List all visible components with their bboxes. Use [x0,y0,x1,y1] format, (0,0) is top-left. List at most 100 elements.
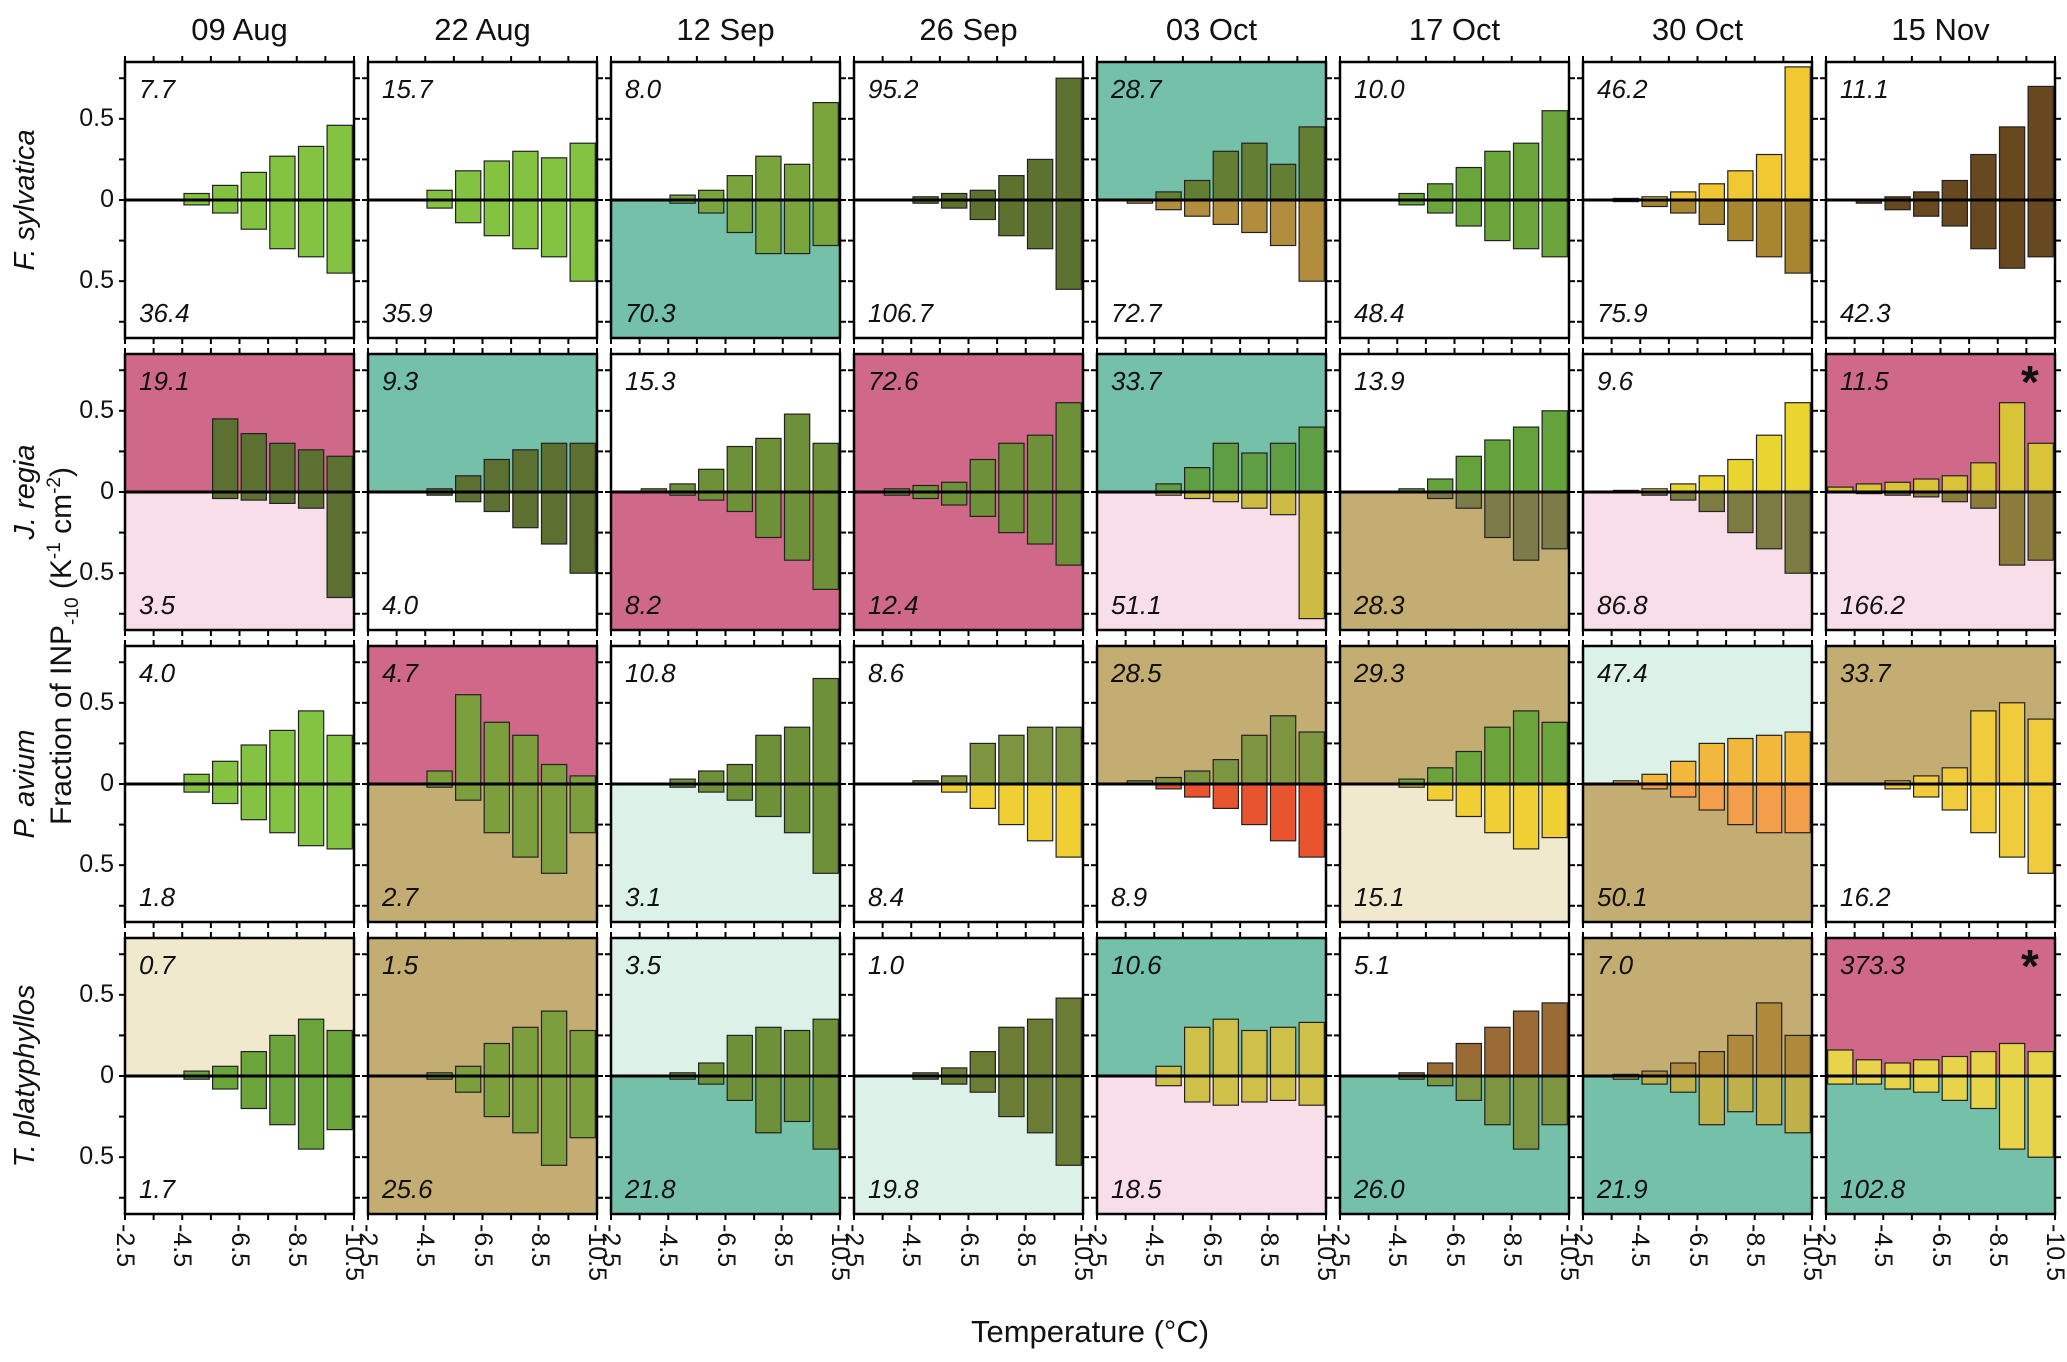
bottom-count-label: 28.3 [1353,590,1405,620]
x-tick-label: -2.5 [1812,1224,1840,1268]
bottom-count-label: 35.9 [382,298,433,328]
histogram-bars [1398,1002,1568,1150]
bottom-count-label: 21.8 [624,1174,676,1204]
panel-border [366,60,599,340]
x-tick-label: -6.5 [1440,1224,1469,1268]
panel-plot: 72.6 12.4 [848,348,1089,636]
histogram-bars [1612,1002,1811,1134]
bottom-count-label: 25.6 [381,1174,433,1204]
y-axis-label-superscript-1: -1 [44,542,65,560]
y-axis-label-superscript-2: -2 [44,476,65,494]
histogram-bars [1126,126,1325,282]
y-tick-label: 0.5 [79,395,114,424]
panel-border [609,936,842,1216]
top-count-label: 11.5 [1840,366,1889,396]
panel-f-sylvatica-22-aug: 15.7 35.9 [360,54,605,351]
panel-f-sylvatica-03-oct: 28.7 72.7 [1089,54,1334,351]
bottom-count-label: 8.4 [868,882,904,912]
x-tick-label: -8.5 [1254,1224,1283,1268]
panel-plot: 9.3 4.0 [362,348,603,636]
panel-plot: 1.5 25.6 [362,932,603,1220]
panel-plot: 19.1 3.5 [119,348,360,636]
panel-t-platyphyllos-17-oct: 5.1 26.0 [1332,930,1577,1227]
panel-f-sylvatica-12-sep: 8.0 70.3 [603,54,848,351]
panel-plot: 9.6 86.8 [1577,348,1818,636]
bottom-count-label: 106.7 [868,298,935,328]
panel-plot: 7.0 21.9 [1577,932,1818,1220]
histogram-bars [183,1018,353,1150]
panel-border [852,352,1085,632]
panel-border [123,60,356,340]
histogram-bars [1126,715,1325,858]
panel-border [852,936,1085,1216]
histogram-bars [183,124,353,274]
bottom-count-label: 51.1 [1111,590,1162,620]
panel-t-platyphyllos-15-nov: 373.3 102.8 * [1818,930,2063,1227]
x-tick-label: -4.5 [654,1224,683,1268]
histogram-bars [426,442,596,574]
panel-t-platyphyllos-26-sep: 1.0 19.8 [846,930,1091,1227]
x-tick-label: -2.5 [1569,1224,1597,1268]
top-count-label: 33.7 [1840,658,1892,688]
panel-plot: 5.1 26.0 [1334,932,1575,1220]
y-tick-label: 0.5 [79,103,114,132]
top-count-label: 19.1 [139,366,190,396]
x-tick-label: -8.5 [1011,1224,1040,1268]
top-count-label: 7.7 [139,74,177,104]
panel-p-avium-03-oct: 28.5 8.9 [1089,638,1334,935]
top-count-label: 46.2 [1597,74,1648,104]
bottom-count-label: 75.9 [1597,298,1648,328]
y-tick-label: 0.5 [79,979,114,1008]
panel-p-avium-17-oct: 29.3 15.1 [1332,638,1577,935]
panel-plot: 28.7 72.7 [1091,56,1332,344]
bottom-count-label: 18.5 [1111,1174,1162,1204]
panel-plot: 28.5 8.9 [1091,640,1332,928]
top-count-label: 4.7 [382,658,420,688]
panel-plot: 95.2 106.7 [848,56,1089,344]
panel-border [609,644,842,924]
x-tick-label: -4.5 [897,1224,926,1268]
y-tick-label: 0 [100,185,114,213]
top-count-label: 11.1 [1840,74,1889,104]
histogram-bars [883,402,1082,566]
x-tick-label: -6.5 [1197,1224,1226,1268]
bottom-count-label: 26.0 [1353,1174,1405,1204]
bottom-count-label: 72.7 [1111,298,1163,328]
histogram-bars [1155,1018,1325,1106]
panel-f-sylvatica-30-oct: 46.2 75.9 [1575,54,1820,351]
panel-j-regia-26-sep: 72.6 12.4 [846,346,1091,643]
top-count-label: 9.3 [382,366,419,396]
panel-j-regia-30-oct: 9.6 86.8 [1575,346,1820,643]
panel-border [609,352,842,632]
panel-j-regia-17-oct: 13.9 28.3 [1332,346,1577,643]
x-tick-label: -4.5 [1869,1224,1898,1268]
panel-plot: 1.0 19.8 [848,932,1089,1220]
top-count-label: 1.0 [868,950,905,980]
y-tick-label: 0.5 [79,1142,114,1171]
panel-plot: 33.7 51.1 [1091,348,1332,636]
y-tick-label: 0.5 [79,558,114,587]
panel-border [366,352,599,632]
histogram-bars [1612,731,1811,834]
top-count-label: 5.1 [1354,950,1390,980]
x-tick-label: -8.5 [1497,1224,1526,1268]
panel-p-avium-26-sep: 8.6 8.4 [846,638,1091,935]
bottom-count-label: 4.0 [382,590,419,620]
row-label-t-platyphyllos: T. platyphyllos [9,984,41,1168]
top-count-label: 0.7 [139,950,177,980]
panel-plot: 15.7 35.9 [362,56,603,344]
x-tick-label: -8.5 [1983,1224,2012,1268]
panel-border [1095,644,1328,924]
bottom-count-label: 1.7 [139,1174,177,1204]
top-count-label: 29.3 [1353,658,1405,688]
panel-border [1581,936,1814,1216]
x-tick-label: -2.5 [354,1224,382,1268]
histogram-bars [211,418,353,599]
x-tick-label: -6.5 [1926,1224,1955,1268]
axis-ticks [1820,56,2061,344]
panel-plot: 13.9 28.3 [1334,348,1575,636]
panel-border [1338,60,1571,340]
panel-p-avium-22-aug: 4.7 2.7 [360,638,605,935]
panel-plot: 15.3 8.2 [605,348,846,636]
x-tick-label: -4.5 [1383,1224,1412,1268]
